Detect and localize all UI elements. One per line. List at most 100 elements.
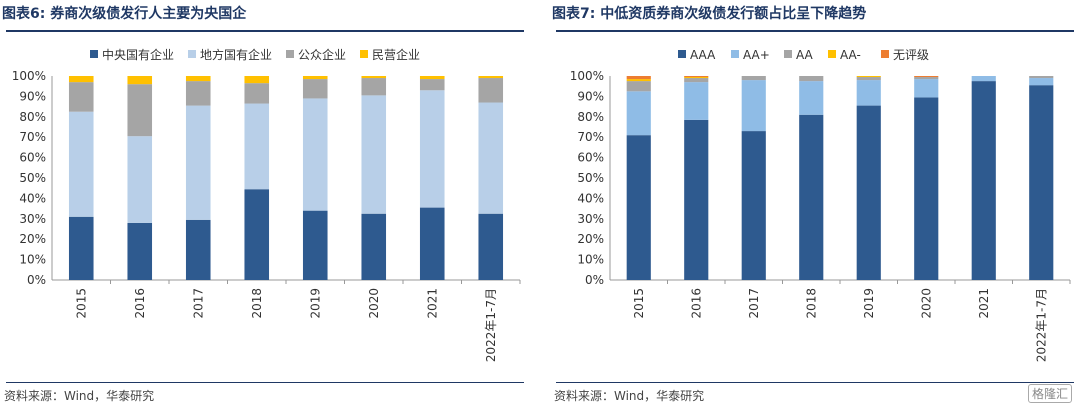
x-tick-label: 2015 [632,288,646,319]
y-tick-label: 80% [577,110,604,124]
legend-swatch [881,50,889,58]
bar-segment [799,114,824,280]
x-tick-label: 2016 [689,288,703,319]
bar-segment [626,79,651,82]
y-tick-label: 80% [19,110,46,124]
bar-segment [127,76,153,85]
legend-label: 民营企业 [372,47,420,62]
x-tick-label: 2020 [367,288,381,319]
legend-label: 中央国有企业 [102,47,174,62]
legend-item: AA [784,48,814,62]
bar-segment [68,216,94,280]
bar-segment [741,131,766,280]
x-tick-label: 2021 [425,288,439,319]
legend-item: AA- [828,48,861,62]
y-tick-label: 20% [577,232,604,246]
legend-swatch [678,50,686,58]
bar-segment [478,76,504,79]
x-tick-label: 2017 [191,288,205,319]
bar-segment [856,80,881,106]
legend-item: AAA [678,48,716,62]
bar-segment [419,79,445,91]
legend-label: 无评级 [893,48,929,62]
bar-segment [914,79,939,98]
bar-segment [684,78,709,83]
y-tick-label: 40% [19,191,46,205]
bar-segment [478,102,504,214]
legend-item: 公众企业 [286,47,346,62]
bar-segment [244,189,270,280]
bar-segment [244,76,270,84]
y-tick-label: 20% [19,232,46,246]
bar-segment [419,90,445,208]
bar-segment [914,76,939,78]
x-tick-label: 2017 [747,288,761,319]
legend-label: 地方国有企业 [200,47,272,62]
y-tick-label: 30% [19,212,46,226]
legend-swatch [828,50,836,58]
bar-segment [971,81,996,280]
legend-swatch [286,50,294,58]
legend-swatch [188,50,196,58]
legend-swatch [360,50,368,58]
chart-title: 图表6: 券商次级债发行人主要为央国企 [2,6,247,22]
bar-segment [1029,78,1054,86]
legend-swatch [784,50,792,58]
legend-item: AA+ [731,48,770,62]
bar-segment [127,222,153,280]
y-tick-label: 100% [570,69,604,83]
legend-item: 民营企业 [360,47,420,62]
legend-swatch [731,50,739,58]
x-tick-label: 2021 [977,288,991,319]
legend-item: 地方国有企业 [188,47,272,62]
y-tick-label: 30% [577,212,604,226]
y-tick-label: 10% [577,253,604,267]
bar-segment [185,81,211,106]
x-tick-label: 2022年1-7月 [1034,288,1048,362]
bar-segment [626,91,651,136]
y-tick-label: 60% [19,151,46,165]
bar-segment [626,81,651,92]
bar-segment [684,77,709,79]
bar-segment [185,76,211,82]
bar-segment [302,76,328,80]
bar-segment [1029,85,1054,281]
legend-label: 公众企业 [298,47,346,62]
bar-segment [68,111,94,217]
bar-segment [68,82,94,112]
title-underline [6,4,524,32]
bar-segment [302,79,328,99]
stacked-bar-chart-rating: AAA AA+ AA AA- 无评级 0% 10% 20% 30% 40% 50% 60% 70% 80%… [570,48,1071,362]
bar-segment [361,76,387,79]
source-divider [6,382,524,383]
watermark-logo: 格隆汇 [1027,384,1072,403]
legend-label: AA [796,48,814,62]
bar-segment [856,77,881,81]
bar-segment [361,95,387,214]
bar-segment [799,76,824,82]
bar-segment [478,78,504,103]
bar-segment [478,213,504,280]
y-tick-label: 50% [19,171,46,185]
y-tick-label: 90% [577,89,604,103]
y-tick-label: 70% [19,130,46,144]
bar-segment [361,213,387,280]
x-tick-label: 2018 [804,288,818,319]
bar-segment [127,136,153,223]
y-tick-label: 40% [577,191,604,205]
bar-segment [127,84,153,137]
y-tick-label: 10% [19,253,46,267]
legend-label: AA- [840,48,861,62]
legend-item: 无评级 [881,48,929,62]
legend-item: 中央国有企业 [90,47,174,62]
legend-swatch [90,50,98,58]
y-tick-label: 60% [577,151,604,165]
bar-segment [856,76,881,78]
y-tick-label: 50% [577,171,604,185]
x-tick-label: 2020 [919,288,933,319]
stacked-bar-chart-issuer-type: 中央国有企业 地方国有企业 公众企业 民营企业 0% 10% 20% 30% 40% 50% 60%… [12,47,521,362]
bar-segment [626,135,651,280]
bar-segment [1029,76,1054,79]
legend-label: AA+ [743,48,770,62]
legend-label: AAA [690,48,716,62]
